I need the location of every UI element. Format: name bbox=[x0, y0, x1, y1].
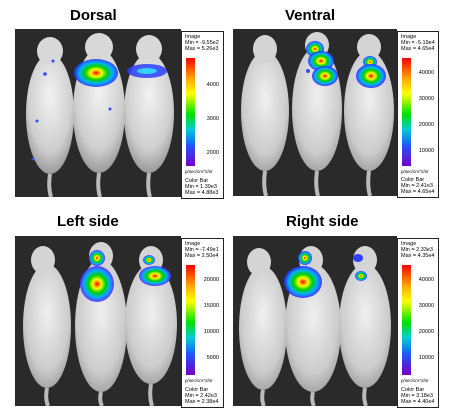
ventral-cbar-min: Min = 2.41e3 bbox=[401, 183, 433, 189]
left-side-color-bar bbox=[186, 265, 195, 375]
right-side-tick-label: 10000 bbox=[418, 355, 434, 361]
right-side-color-scale: Image Min = 2.33e3 Max = 4.35e4 40000 30… bbox=[397, 238, 439, 408]
left-side-mice-image bbox=[15, 236, 181, 406]
left-side-tick-label: 15000 bbox=[203, 303, 219, 309]
left-side-image-label: Image bbox=[185, 241, 201, 247]
ventral-tick-label: 20000 bbox=[418, 122, 434, 128]
right-side-image-max: Max = 4.35e4 bbox=[401, 253, 435, 259]
dorsal-cbar-min: Min = 1.39e3 bbox=[185, 184, 217, 190]
right-side-image-min: Min = 2.33e3 bbox=[401, 247, 433, 253]
right-side-image-label: Image bbox=[401, 241, 417, 247]
ventral-unit: p/sec/cm^2/sr bbox=[401, 169, 429, 174]
right-side-cbar-min: Min = 3.18e3 bbox=[401, 393, 433, 399]
left-side-cbar-max: Max = 2.38e4 bbox=[185, 399, 219, 405]
right-side-tick-label: 20000 bbox=[418, 329, 434, 335]
ventral-tick-label: 30000 bbox=[418, 96, 434, 102]
right-side-cbar-max: Max = 4.40e4 bbox=[401, 399, 435, 405]
left-side-unit: p/sec/cm^2/sr bbox=[185, 378, 213, 383]
dorsal-cbar-label: Color Bar bbox=[185, 178, 209, 184]
ventral-image-label: Image bbox=[401, 34, 417, 40]
left-side-image-min: Min = -7.49e1 bbox=[185, 247, 219, 253]
left-side-tick-label: 10000 bbox=[203, 329, 219, 335]
ventral-title: Ventral bbox=[285, 7, 336, 24]
ventral-panel bbox=[233, 29, 397, 196]
dorsal-tick-label: 4000 bbox=[206, 82, 219, 88]
ventral-color-scale: Image Min = -5.19e4 Max = 4.65e4 40000 3… bbox=[397, 31, 439, 198]
dorsal-tick-label: 2000 bbox=[206, 150, 219, 156]
dorsal-tick-label: 3000 bbox=[206, 116, 219, 122]
right-side-color-bar bbox=[402, 265, 411, 375]
right-side-tick-label: 30000 bbox=[418, 303, 434, 309]
ventral-image-max: Max = 4.65e4 bbox=[401, 46, 435, 52]
ventral-mice-image bbox=[233, 29, 397, 196]
ventral-cbar-max: Max = 4.65e4 bbox=[401, 189, 435, 195]
ventral-image-min: Min = -5.19e4 bbox=[401, 40, 435, 46]
left-side-title: Left side bbox=[57, 213, 119, 230]
dorsal-mice-image bbox=[15, 29, 181, 197]
dorsal-color-bar bbox=[186, 58, 195, 166]
right-side-tick-label: 40000 bbox=[418, 277, 434, 283]
left-side-cbar-min: Min = 2.42e3 bbox=[185, 393, 217, 399]
dorsal-cbar-max: Max = 4.88e3 bbox=[185, 190, 219, 196]
right-side-panel bbox=[233, 236, 397, 406]
dorsal-unit: p/sec/cm^2/sr bbox=[185, 169, 213, 174]
dorsal-color-scale: Image Min = -9.55e2 Max = 5.26e3 4000 30… bbox=[181, 31, 224, 199]
left-side-color-scale: Image Min = -7.49e1 Max = 2.50e4 20000 1… bbox=[181, 238, 224, 408]
dorsal-image-max: Max = 5.26e3 bbox=[185, 46, 219, 52]
right-side-unit: p/sec/cm^2/sr bbox=[401, 378, 429, 383]
dorsal-title: Dorsal bbox=[70, 7, 117, 24]
left-side-cbar-label: Color Bar bbox=[185, 387, 209, 393]
ventral-color-bar bbox=[402, 58, 411, 166]
ventral-tick-label: 40000 bbox=[418, 70, 434, 76]
dorsal-panel bbox=[15, 29, 181, 197]
ventral-tick-label: 10000 bbox=[418, 148, 434, 154]
ventral-cbar-label: Color Bar bbox=[401, 177, 425, 183]
right-side-title: Right side bbox=[286, 213, 359, 230]
left-side-image-max: Max = 2.50e4 bbox=[185, 253, 219, 259]
dorsal-image-label: Image bbox=[185, 34, 201, 40]
left-side-tick-label: 20000 bbox=[203, 277, 219, 283]
right-side-cbar-label: Color Bar bbox=[401, 387, 425, 393]
dorsal-image-min: Min = -9.55e2 bbox=[185, 40, 219, 46]
right-side-mice-image bbox=[233, 236, 397, 406]
left-side-panel bbox=[15, 236, 181, 406]
left-side-tick-label: 5000 bbox=[206, 355, 219, 361]
